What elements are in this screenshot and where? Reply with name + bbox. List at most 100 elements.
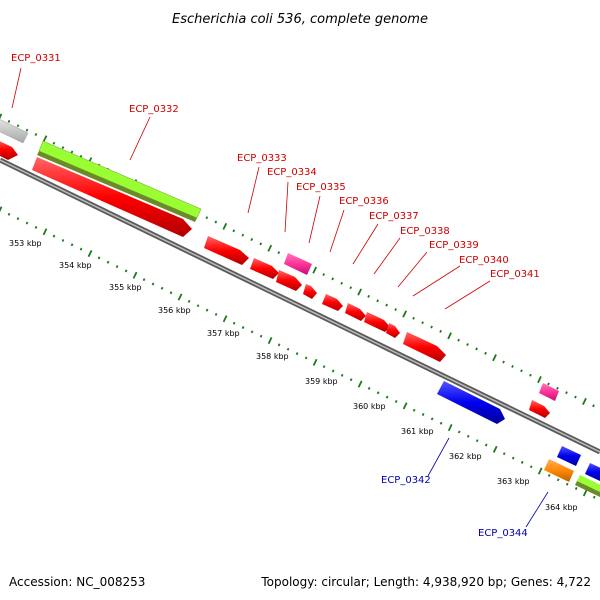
minor-tick <box>556 478 560 482</box>
gene-label-ecp0341[interactable]: ECP_0341 <box>490 269 540 280</box>
reverse-cds-arrow <box>585 463 600 481</box>
gene-label-ecp0340[interactable]: ECP_0340 <box>459 255 509 266</box>
gene-label-ecp0339[interactable]: ECP_0339 <box>429 240 479 251</box>
minor-tick <box>367 294 371 298</box>
minor-tick <box>79 247 83 251</box>
major-tick <box>42 228 48 236</box>
cds-arrow-ecp0341 <box>403 332 446 362</box>
minor-tick <box>502 360 505 364</box>
major-tick <box>267 244 273 252</box>
kbp-label: 353 kbp <box>9 239 42 248</box>
minor-tick <box>322 273 326 276</box>
major-tick <box>357 288 363 296</box>
minor-tick <box>421 321 424 325</box>
minor-tick <box>331 369 335 373</box>
minor-tick <box>376 299 380 303</box>
minor-tick <box>25 221 29 225</box>
minor-tick <box>529 373 532 377</box>
minor-tick <box>160 286 164 290</box>
minor-tick <box>7 119 11 123</box>
major-tick <box>447 424 453 432</box>
major-tick <box>582 489 588 497</box>
major-tick <box>537 376 542 384</box>
minor-tick <box>385 303 388 307</box>
minor-tick <box>286 347 290 351</box>
minor-tick <box>169 291 173 295</box>
gene-label-ecp0337[interactable]: ECP_0337 <box>369 211 419 222</box>
minor-tick <box>25 128 29 132</box>
gene-label-ecp0344[interactable]: ECP_0344 <box>478 528 528 539</box>
minor-tick <box>484 443 488 447</box>
minor-tick <box>430 325 433 329</box>
pink-feature <box>284 253 312 275</box>
minor-tick <box>322 365 326 369</box>
minor-tick <box>439 329 442 333</box>
minor-tick <box>205 216 209 220</box>
minor-tick <box>295 352 299 356</box>
major-tick <box>312 266 318 274</box>
minor-tick <box>214 313 218 316</box>
minor-tick <box>115 265 119 269</box>
major-tick <box>132 271 138 279</box>
gene-label-ecp0332[interactable]: ECP_0332 <box>129 104 179 115</box>
minor-tick <box>61 146 65 150</box>
major-tick <box>402 310 408 318</box>
genome-summary-text: Topology: circular; Length: 4,938,920 bp… <box>260 575 591 589</box>
minor-tick <box>367 386 371 390</box>
lime-feature <box>575 475 600 497</box>
minor-tick <box>16 217 20 221</box>
gene-label-ecp0336[interactable]: ECP_0336 <box>339 196 389 207</box>
cds-arrow <box>0 141 18 160</box>
major-tick <box>537 467 543 475</box>
minor-tick <box>70 243 74 247</box>
gene-label-ecp0338[interactable]: ECP_0338 <box>400 226 450 237</box>
major-tick <box>447 332 452 340</box>
cds-arrow <box>529 400 550 418</box>
minor-tick <box>340 373 344 377</box>
gene-label-ecp0331[interactable]: ECP_0331 <box>11 53 61 64</box>
cds-arrow-ecp0337 <box>322 294 343 311</box>
minor-tick <box>259 242 263 246</box>
accession-text: Accession: NC_008253 <box>9 575 145 589</box>
gene-label-ecp0334[interactable]: ECP_0334 <box>267 167 317 178</box>
minor-tick <box>574 487 578 490</box>
kbp-label: 363 kbp <box>497 477 530 486</box>
kbp-label: 357 kbp <box>207 329 240 338</box>
major-tick <box>492 445 498 453</box>
minor-tick <box>52 234 56 238</box>
kbp-label: 355 kbp <box>109 283 142 292</box>
cds-arrow-ecp0336 <box>303 284 317 299</box>
minor-tick <box>331 277 335 281</box>
label-leader-lines <box>11 67 549 528</box>
gene-labels: ECP_0331 ECP_0332 ECP_0333 ECP_0334 ECP_… <box>11 53 540 539</box>
minor-tick <box>511 364 514 368</box>
minor-tick <box>556 386 559 390</box>
minor-tick <box>457 338 460 342</box>
minor-tick <box>520 369 523 373</box>
cds-arrow-ecp0340 <box>386 323 400 338</box>
major-tick <box>222 315 228 323</box>
major-tick <box>357 380 363 388</box>
minor-tick <box>259 334 263 338</box>
gene-label-ecp0342[interactable]: ECP_0342 <box>381 475 431 486</box>
kbp-label: 360 kbp <box>353 402 386 411</box>
minor-tick <box>124 269 128 273</box>
orange-feature-ecp0344 <box>544 459 574 482</box>
major-tick <box>582 397 587 405</box>
minor-tick <box>547 382 550 386</box>
gene-label-ecp0335[interactable]: ECP_0335 <box>296 182 346 193</box>
minor-tick <box>250 237 254 242</box>
minor-tick <box>61 239 65 242</box>
major-tick <box>87 250 93 258</box>
minor-tick <box>475 347 478 351</box>
minor-tick <box>277 343 281 347</box>
minor-tick <box>214 220 218 224</box>
gene-label-ecp0333[interactable]: ECP_0333 <box>237 153 287 164</box>
feature-grey-ecp0331 <box>0 119 29 144</box>
minor-tick <box>592 404 595 408</box>
minor-tick <box>241 326 245 329</box>
major-tick <box>267 337 273 345</box>
major-tick <box>42 135 48 143</box>
minor-tick <box>232 229 236 233</box>
